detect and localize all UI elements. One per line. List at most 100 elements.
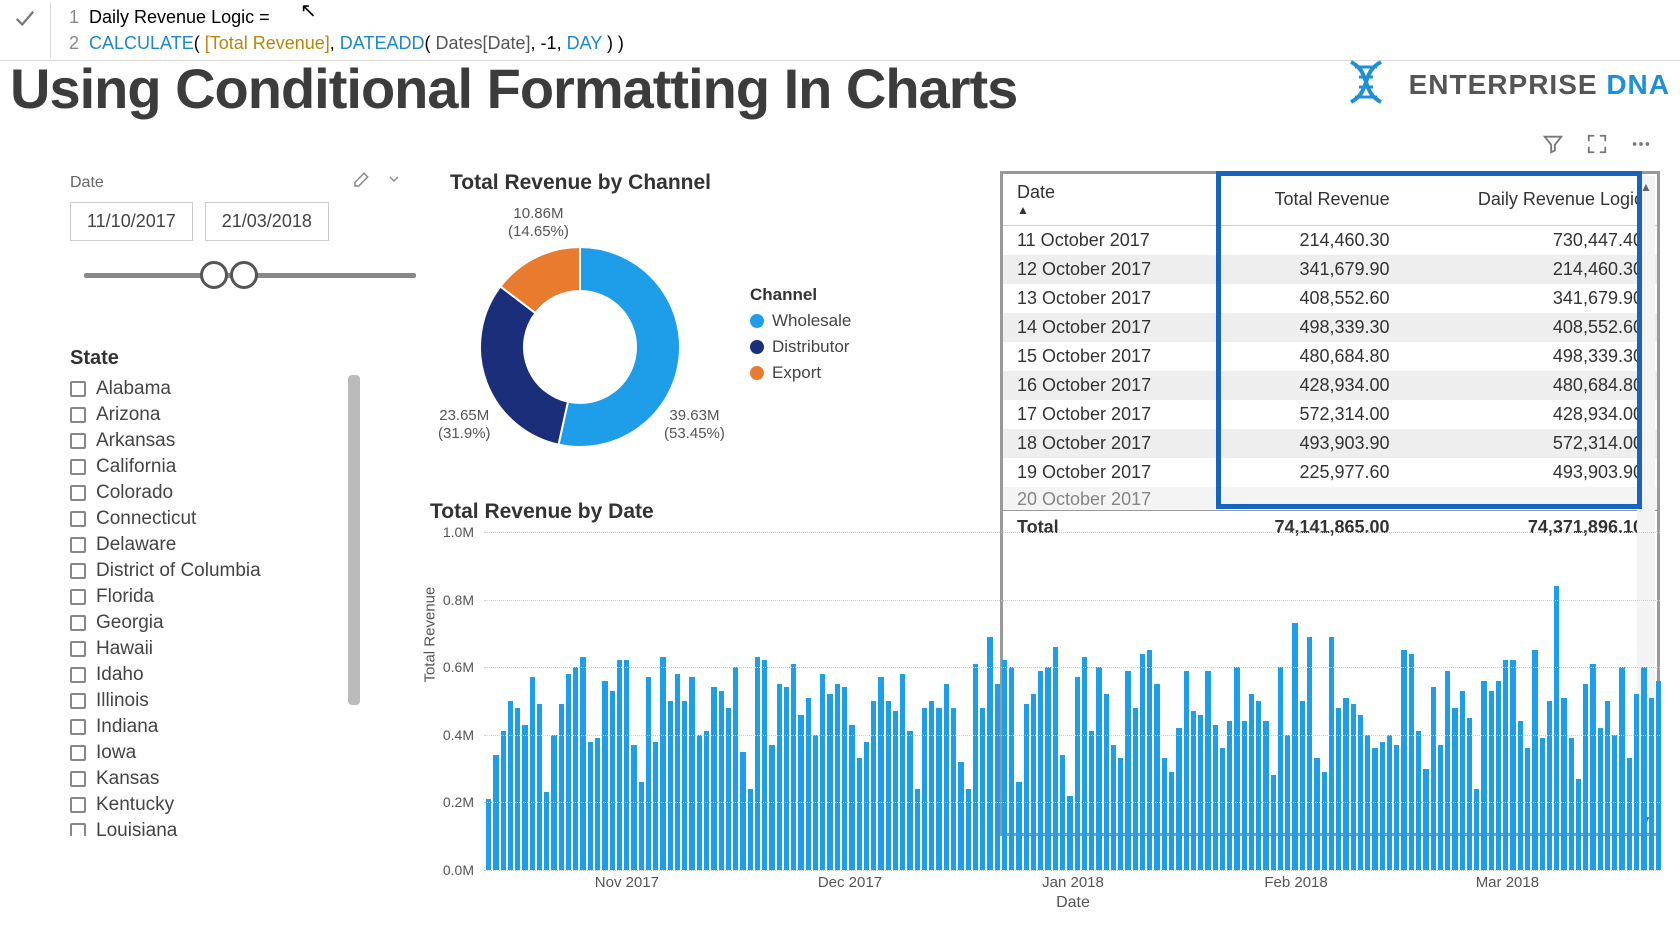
state-item[interactable]: Arkansas — [70, 428, 430, 454]
bar[interactable] — [1227, 721, 1232, 870]
bar[interactable] — [493, 755, 498, 870]
bar[interactable] — [798, 715, 803, 870]
bar[interactable] — [1263, 721, 1268, 870]
bar[interactable] — [537, 704, 542, 870]
bar[interactable] — [864, 742, 869, 870]
legend-item[interactable]: Wholesale — [750, 311, 851, 331]
bar[interactable] — [1358, 715, 1363, 870]
bar[interactable] — [1481, 681, 1486, 870]
date-slider[interactable] — [84, 255, 416, 295]
bar[interactable] — [1540, 738, 1545, 870]
bar[interactable] — [1038, 671, 1043, 870]
bar[interactable] — [907, 731, 912, 870]
checkbox-icon[interactable] — [70, 433, 86, 449]
bar[interactable] — [1380, 742, 1385, 870]
bar[interactable] — [1576, 779, 1581, 870]
bar[interactable] — [1627, 758, 1632, 870]
bar[interactable] — [1053, 647, 1058, 870]
bar[interactable] — [886, 701, 891, 870]
bar[interactable] — [1118, 758, 1123, 870]
state-item[interactable]: Florida — [70, 584, 430, 610]
bar[interactable] — [1409, 654, 1414, 870]
state-item[interactable]: Kentucky — [70, 792, 430, 818]
checkbox-icon[interactable] — [70, 511, 86, 527]
checkbox-icon[interactable] — [70, 537, 86, 553]
slider-thumb-end[interactable] — [230, 261, 258, 289]
date-to-input[interactable]: 21/03/2018 — [205, 202, 329, 241]
bar[interactable] — [849, 725, 854, 870]
bar[interactable] — [1082, 657, 1087, 870]
bar[interactable] — [1220, 748, 1225, 870]
bar[interactable] — [1067, 796, 1072, 870]
table-row[interactable]: 11 October 2017214,460.30730,447.40 — [1003, 226, 1657, 256]
bar[interactable] — [1176, 728, 1181, 870]
bar[interactable] — [1569, 738, 1574, 870]
state-item[interactable]: California — [70, 454, 430, 480]
state-item[interactable]: Louisiana — [70, 818, 430, 836]
bar[interactable] — [1154, 684, 1159, 870]
bar[interactable] — [820, 674, 825, 870]
bar[interactable] — [1656, 681, 1661, 870]
state-item[interactable]: Georgia — [70, 610, 430, 636]
bar[interactable] — [1401, 650, 1406, 870]
checkbox-icon[interactable] — [70, 407, 86, 423]
bar[interactable] — [1343, 698, 1348, 870]
state-item[interactable]: Indiana — [70, 714, 430, 740]
bar[interactable] — [995, 684, 1000, 870]
formula-editor[interactable]: 1Daily Revenue Logic = 2CALCULATE( [Tota… — [50, 2, 1680, 58]
bar[interactable] — [922, 708, 927, 870]
bar[interactable] — [1198, 715, 1203, 870]
checkbox-icon[interactable] — [70, 771, 86, 787]
bar[interactable] — [1503, 660, 1508, 870]
bar[interactable] — [1111, 745, 1116, 870]
checkbox-icon[interactable] — [70, 667, 86, 683]
bar[interactable] — [1075, 677, 1080, 870]
bar[interactable] — [966, 789, 971, 870]
bar[interactable] — [1278, 667, 1283, 870]
bar[interactable] — [726, 708, 731, 870]
bar[interactable] — [987, 637, 992, 870]
eraser-icon[interactable] — [352, 171, 370, 194]
state-item[interactable]: Colorado — [70, 480, 430, 506]
bar[interactable] — [1525, 748, 1530, 870]
bar[interactable] — [1438, 745, 1443, 870]
state-item[interactable]: Alabama — [70, 376, 430, 402]
bar[interactable] — [857, 758, 862, 870]
bar[interactable] — [1532, 650, 1537, 870]
table-row[interactable]: 19 October 2017225,977.60493,903.90 — [1003, 458, 1657, 487]
checkbox-icon[interactable] — [70, 563, 86, 579]
bar[interactable] — [1016, 782, 1021, 870]
bar[interactable] — [1561, 698, 1566, 870]
bar[interactable] — [733, 667, 738, 870]
checkbox-icon[interactable] — [70, 719, 86, 735]
checkbox-icon[interactable] — [70, 615, 86, 631]
bar[interactable] — [958, 762, 963, 870]
state-item[interactable]: Iowa — [70, 740, 430, 766]
bar[interactable] — [1590, 664, 1595, 870]
table-row[interactable]: 17 October 2017572,314.00428,934.00 — [1003, 400, 1657, 429]
bar[interactable] — [1242, 721, 1247, 870]
table-row[interactable]: 15 October 2017480,684.80498,339.30 — [1003, 342, 1657, 371]
state-scrollbar[interactable] — [348, 375, 360, 705]
bar[interactable] — [878, 677, 883, 870]
bar[interactable] — [544, 792, 549, 870]
bar[interactable] — [1641, 667, 1646, 870]
bar[interactable] — [784, 687, 789, 870]
bar[interactable] — [580, 657, 585, 870]
bar[interactable] — [1460, 691, 1465, 870]
bar[interactable] — [1634, 694, 1639, 870]
bar[interactable] — [1372, 748, 1377, 870]
bar[interactable] — [951, 708, 956, 870]
bar[interactable] — [915, 789, 920, 870]
bar[interactable] — [1583, 684, 1588, 870]
more-options-icon[interactable] — [1630, 133, 1652, 161]
bar[interactable] — [1336, 708, 1341, 870]
table-row[interactable]: 12 October 2017341,679.90214,460.30 — [1003, 255, 1657, 284]
checkbox-icon[interactable] — [70, 823, 86, 836]
bar[interactable] — [675, 674, 680, 870]
checkbox-icon[interactable] — [70, 693, 86, 709]
bar[interactable] — [900, 674, 905, 870]
table-row[interactable]: 18 October 2017493,903.90572,314.00 — [1003, 429, 1657, 458]
bar[interactable] — [1060, 755, 1065, 870]
bar[interactable] — [1169, 772, 1174, 870]
